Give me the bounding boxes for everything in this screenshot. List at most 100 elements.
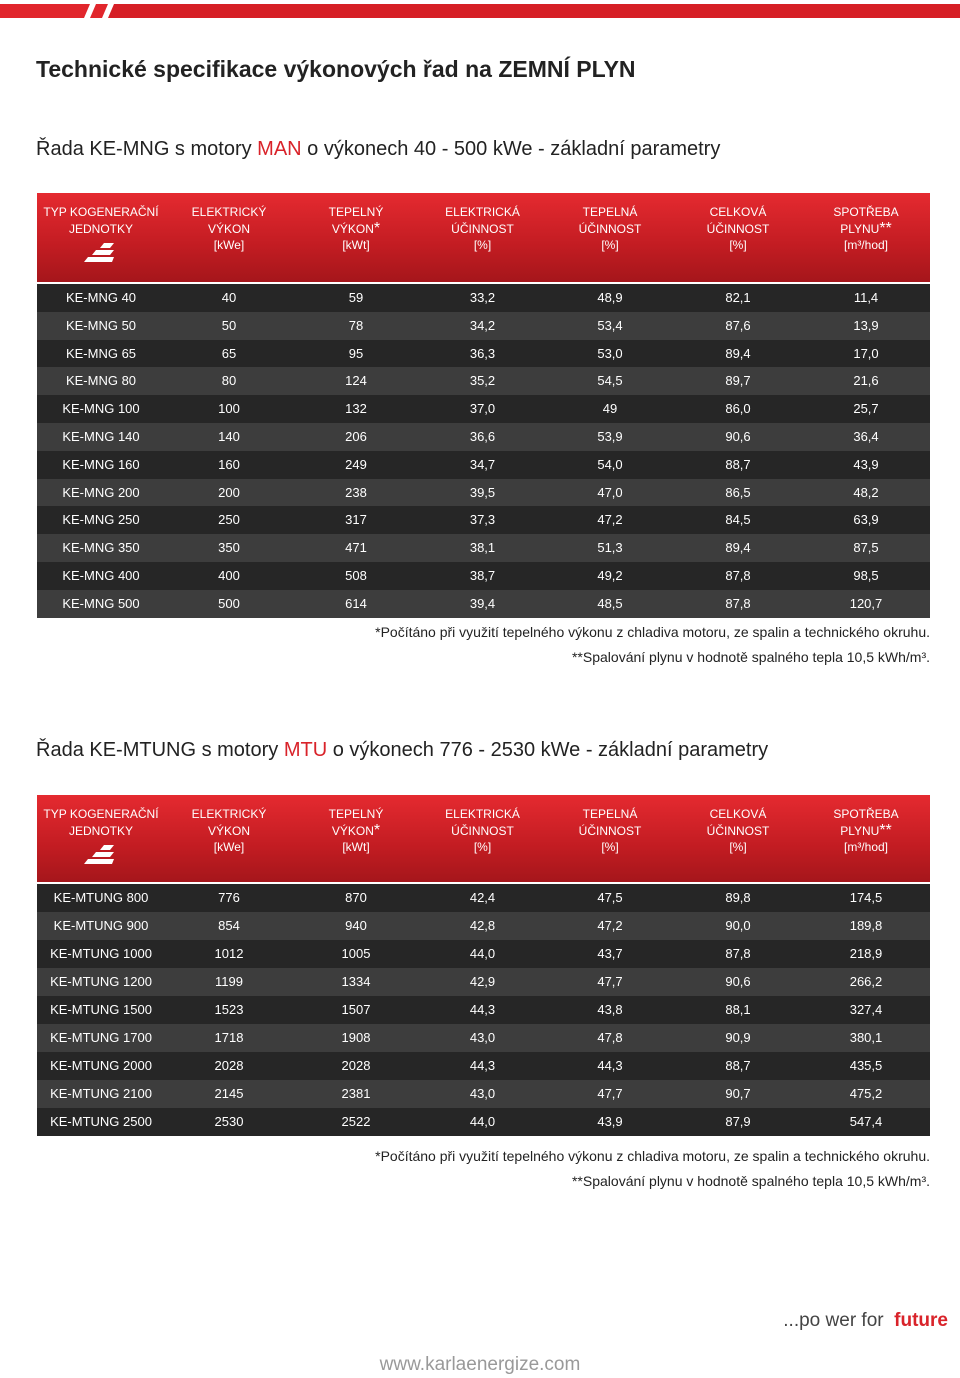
table-cell: 88,7: [725, 456, 751, 472]
header-line: PLYNU**: [802, 821, 930, 840]
header-text: [%]: [601, 840, 619, 854]
table-cell: 40: [221, 290, 237, 305]
table-cell: 54,5: [597, 373, 623, 389]
heading-text: Řada KE-MNG s motory: [36, 138, 258, 160]
table-cell: 86,5: [725, 484, 751, 500]
table-cell: 21,6: [853, 373, 879, 389]
table-cell: 89,7: [725, 373, 751, 389]
table-cell: 1012: [214, 946, 244, 961]
header-cell: SPOTŘEBA PLYNU** [m³/hod]: [802, 204, 930, 254]
table-cell: 2522: [341, 1114, 371, 1129]
table-cell: 400: [218, 568, 240, 583]
header-cell: SPOTŘEBA PLYNU** [m³/hod]: [802, 806, 930, 856]
table-cell: KE-MTUNG 2500: [50, 1114, 152, 1129]
table-header: TYP KOGENERAČNÍ JEDNOTKY ELEKTRICKÝ VÝKON [k…: [37, 193, 930, 282]
table-cell: 218,9: [849, 946, 883, 961]
table-cell: 50: [221, 317, 237, 333]
header-text: TEPELNÁ: [582, 807, 638, 821]
table-cell: 435,5: [849, 1058, 883, 1073]
table-cell: 95: [348, 345, 364, 361]
table-row: KE-MTUNG 1700 1718 1908 43,0 47,8 90,9 380,1: [37, 1024, 930, 1052]
table-cell: 44,3: [469, 1058, 496, 1073]
table-row: KE-MTUNG 800 776 870 42,4 47,5 89,8 174,5: [37, 884, 930, 912]
header-text: PLYNU: [840, 823, 880, 838]
header-line: TYP KOGENERAČNÍ: [37, 806, 165, 823]
table-cell: 82,1: [725, 290, 751, 305]
header-text: ELEKTRICKÝ: [191, 807, 267, 821]
table-cell: 43,0: [469, 1030, 496, 1045]
header-line: ELEKTRICKÝ: [165, 806, 293, 823]
table-cell: 776: [218, 890, 240, 905]
header-text: CELKOVÁ: [709, 205, 767, 219]
header-cell: TYP KOGENERAČNÍ JEDNOTKY: [37, 806, 165, 867]
header-text: VÝKON: [207, 823, 250, 838]
table-cell: 36,6: [469, 429, 496, 444]
table-cell: 90,6: [725, 429, 751, 444]
table-cell: 44,0: [469, 1114, 496, 1129]
table-cell: 43,9: [853, 456, 879, 472]
header-mark: *: [373, 219, 381, 237]
table-cell: 88,1: [725, 1002, 751, 1017]
table-cell: 49,2: [597, 568, 623, 583]
table-cell: 47,0: [597, 484, 623, 500]
table-cell: 2381: [341, 1086, 371, 1101]
header-cell: ELEKTRICKÁ ÚČINNOST [%]: [419, 204, 546, 254]
header-mark: **: [879, 219, 892, 237]
heading-text: o výkonech 776 - 2530 kWe - základní par…: [327, 739, 769, 761]
header-line: [%]: [674, 839, 802, 856]
header-mark: **: [879, 821, 892, 839]
table-cell: 200: [218, 484, 240, 500]
table-cell: 38,1: [469, 540, 496, 556]
table-cell: 940: [345, 918, 367, 933]
header-line: VÝKON: [165, 221, 293, 238]
header-line: ÚČINNOST: [674, 221, 802, 238]
table-cell: 33,2: [469, 290, 496, 305]
table-cell: 471: [345, 540, 367, 556]
table-cell: 317: [345, 512, 367, 528]
table-cell: 42,9: [469, 974, 496, 989]
header-cell: CELKOVÁ ÚČINNOST [%]: [674, 204, 802, 254]
header-text: VÝKON: [331, 221, 374, 236]
table-cell: 48,2: [853, 484, 879, 500]
heading-highlight: MAN: [257, 138, 302, 160]
table-cell: 87,8: [725, 595, 751, 611]
table-cell: 87,6: [725, 317, 751, 333]
header-line: [kWt]: [293, 839, 419, 856]
table-cell: 34,7: [469, 456, 496, 472]
table-cell: 2145: [214, 1086, 244, 1101]
table-cell: 44,3: [469, 1002, 496, 1017]
header-line: [kWe]: [165, 839, 293, 856]
header-cell: TEPELNÁ ÚČINNOST [%]: [546, 806, 674, 856]
header-line: [kWe]: [165, 237, 293, 254]
table-cell: 87,8: [725, 568, 751, 583]
table-cell: 49: [602, 401, 618, 417]
table-cell: 37,0: [469, 401, 496, 417]
header-line: PLYNU**: [802, 219, 930, 238]
table-cell: 44,0: [469, 946, 496, 961]
header-text: ELEKTRICKÁ: [445, 205, 520, 219]
table-header: TYP KOGENERAČNÍ JEDNOTKY ELEKTRICKÝ VÝKON [k…: [37, 795, 930, 882]
table-cell: 475,2: [849, 1086, 883, 1101]
table-cell: 380,1: [849, 1030, 883, 1045]
table-cell: 80: [221, 373, 237, 389]
table-cell: 47,7: [597, 974, 623, 989]
header-text: ÚČINNOST: [578, 221, 642, 236]
table-cell: 78: [348, 317, 364, 333]
header-line: ÚČINNOST: [419, 221, 546, 238]
header-line: JEDNOTKY: [37, 221, 165, 238]
table-cell: 43,8: [597, 1002, 623, 1017]
header-line: ELEKTRICKÁ: [419, 204, 546, 221]
table-cell: 250: [218, 512, 240, 528]
table-cell: 1718: [214, 1030, 244, 1045]
table-row: KE-MTUNG 2100 2145 2381 43,0 47,7 90,7 475,2: [37, 1080, 930, 1108]
table-cell: 854: [218, 918, 240, 933]
header-line: [%]: [419, 237, 546, 254]
table-cell: 132: [345, 401, 367, 417]
table-cell: 53,4: [597, 317, 623, 333]
header-text: VÝKON: [207, 221, 250, 236]
header-line: TEPELNÝ: [293, 204, 419, 221]
slogan-text: ...po wer for: [783, 1310, 884, 1331]
table-cell: 174,5: [849, 890, 883, 905]
table-cell: 47,8: [597, 1030, 623, 1045]
header-line: VÝKON*: [293, 219, 419, 238]
